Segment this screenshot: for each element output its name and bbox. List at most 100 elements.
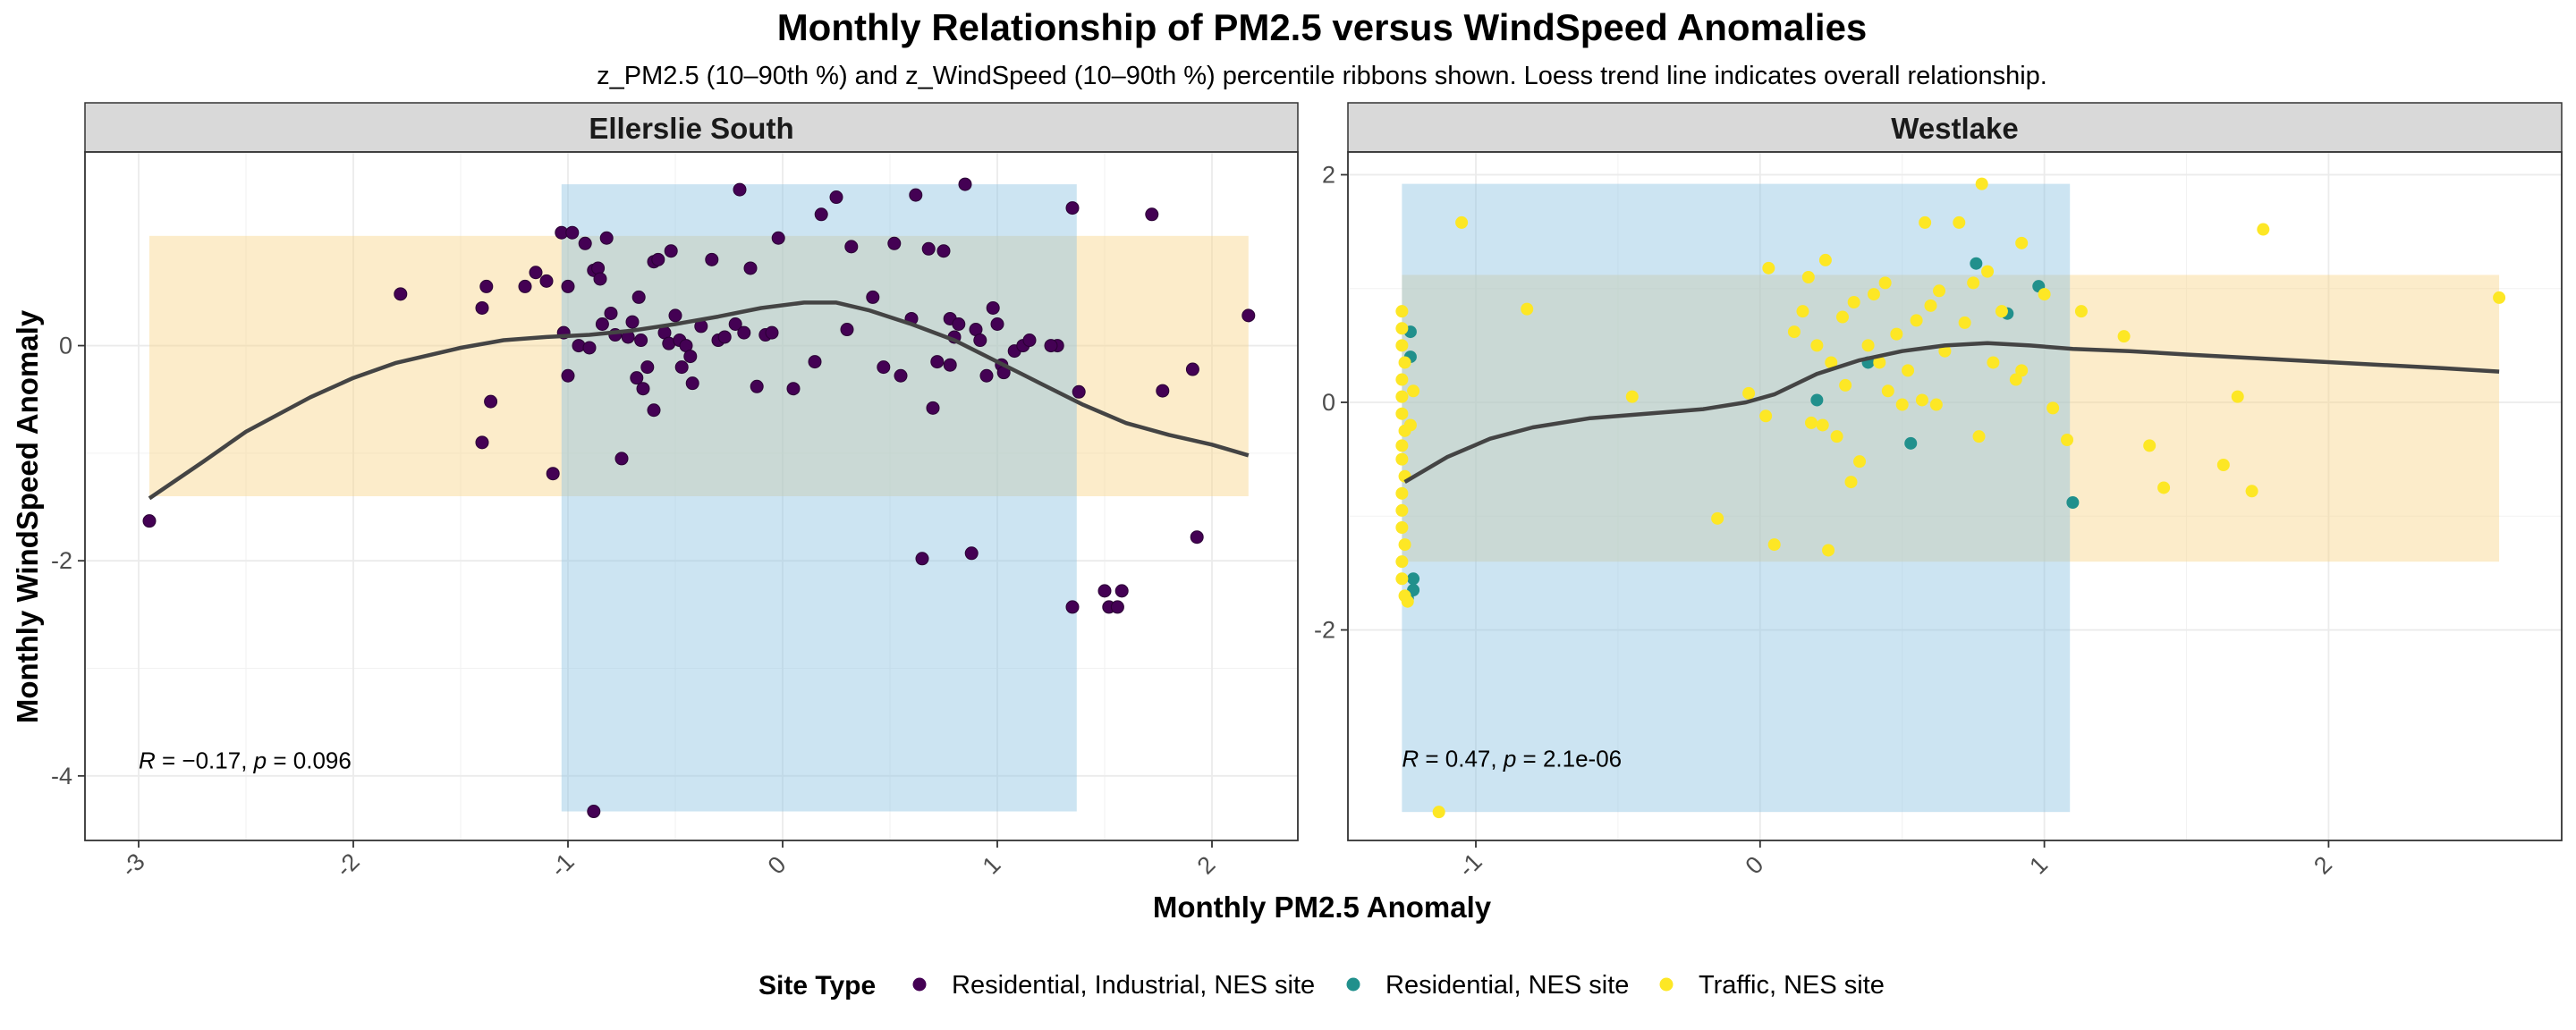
- data-point: [887, 236, 902, 250]
- data-point: [1822, 544, 1835, 557]
- data-point: [2216, 459, 2230, 471]
- data-point: [921, 241, 936, 256]
- data-point: [1403, 418, 1417, 432]
- data-point: [674, 360, 689, 375]
- data-point: [2245, 485, 2258, 498]
- panel-background: [85, 152, 1298, 840]
- data-point: [640, 360, 655, 375]
- data-point: [1395, 407, 1409, 420]
- data-point: [1072, 384, 1086, 399]
- data-point: [1407, 384, 1420, 398]
- panel-border: [84, 151, 1299, 841]
- windspeed-percentile-ribbon: [149, 235, 1249, 496]
- data-point: [1521, 302, 1534, 316]
- data-point: [484, 394, 498, 409]
- data-point: [728, 317, 742, 331]
- data-point: [1895, 398, 1909, 411]
- data-point: [1156, 384, 1170, 398]
- x-tick-label: 0: [763, 851, 792, 880]
- data-point: [2009, 373, 2022, 386]
- data-point: [1796, 305, 1809, 318]
- data-point: [877, 360, 891, 375]
- data-point: [1767, 538, 1781, 552]
- data-point: [1787, 325, 1801, 339]
- data-point: [943, 358, 957, 372]
- data-point: [936, 244, 951, 258]
- data-point: [705, 252, 719, 266]
- data-point: [634, 333, 648, 348]
- data-point: [1805, 416, 1818, 429]
- correlation-annotation: R = 0.47, p = 2.1e-06: [1402, 745, 1622, 772]
- data-point: [1625, 390, 1639, 403]
- data-point: [1395, 572, 1409, 586]
- data-point: [1933, 284, 1946, 298]
- data-point: [2015, 364, 2029, 377]
- facet-strip-label: Westlake: [1891, 112, 2018, 145]
- data-point: [604, 306, 618, 320]
- x-tick-label: 2: [2309, 851, 2337, 880]
- data-point: [593, 272, 607, 286]
- data-point: [1818, 253, 1832, 266]
- data-point: [786, 382, 801, 396]
- data-point: [561, 368, 575, 383]
- data-point: [1929, 398, 1943, 411]
- data-point: [1867, 288, 1880, 301]
- data-point: [964, 546, 979, 561]
- data-point: [743, 261, 758, 275]
- data-point: [1145, 207, 1159, 222]
- data-point: [664, 244, 678, 258]
- pm25-percentile-ribbon: [1402, 183, 2071, 813]
- data-point: [1801, 271, 1815, 283]
- data-point: [2157, 481, 2171, 494]
- data-point: [2038, 288, 2051, 301]
- data-point: [733, 182, 747, 197]
- y-tick-label: 0: [1322, 389, 1335, 416]
- data-point: [1861, 339, 1875, 352]
- data-point: [1847, 296, 1860, 308]
- data-point: [1919, 215, 1932, 229]
- data-point: [1835, 310, 1849, 324]
- x-tick-label: 1: [2024, 851, 2053, 880]
- data-point: [599, 231, 614, 245]
- data-point: [844, 240, 859, 254]
- data-point: [1044, 339, 1058, 353]
- data-point: [1395, 373, 1409, 386]
- data-point: [1065, 201, 1080, 215]
- x-tick-label: 2: [1192, 851, 1221, 880]
- data-point: [475, 435, 489, 450]
- data-point: [479, 279, 494, 293]
- data-point: [915, 552, 929, 566]
- x-axis-title: Monthly PM2.5 Anomaly: [1153, 891, 1492, 924]
- data-point: [1825, 356, 1838, 369]
- data-point: [1114, 584, 1129, 598]
- data-point: [546, 467, 560, 481]
- x-tick-label: -3: [116, 848, 150, 882]
- data-point: [614, 452, 629, 466]
- data-point: [1881, 384, 1894, 398]
- x-tick-label: -2: [331, 848, 365, 882]
- data-point: [394, 287, 408, 301]
- data-point: [1902, 364, 1915, 377]
- data-point: [1110, 600, 1124, 614]
- data-point: [1873, 356, 1886, 369]
- y-tick-label: 0: [59, 333, 72, 359]
- data-point: [2257, 223, 2270, 236]
- data-point: [814, 207, 828, 222]
- data-point: [717, 330, 732, 344]
- data-point: [668, 308, 682, 323]
- data-point: [578, 236, 592, 250]
- data-point: [909, 188, 923, 202]
- data-point: [529, 266, 543, 280]
- y-tick-label: 2: [1322, 161, 1335, 188]
- panel-ellerslie-south: Ellerslie South R = −0.17, p = 0.096 -3 -2 -…: [51, 102, 1299, 882]
- data-point: [1401, 595, 1414, 608]
- data-point: [926, 401, 940, 415]
- data-point: [1904, 436, 1918, 450]
- data-point: [595, 317, 609, 331]
- data-point: [1432, 806, 1445, 819]
- data-point: [561, 279, 575, 293]
- data-point: [986, 300, 1000, 315]
- facet-strip: [84, 102, 1299, 153]
- data-point: [1395, 555, 1409, 569]
- data-point: [1395, 439, 1409, 452]
